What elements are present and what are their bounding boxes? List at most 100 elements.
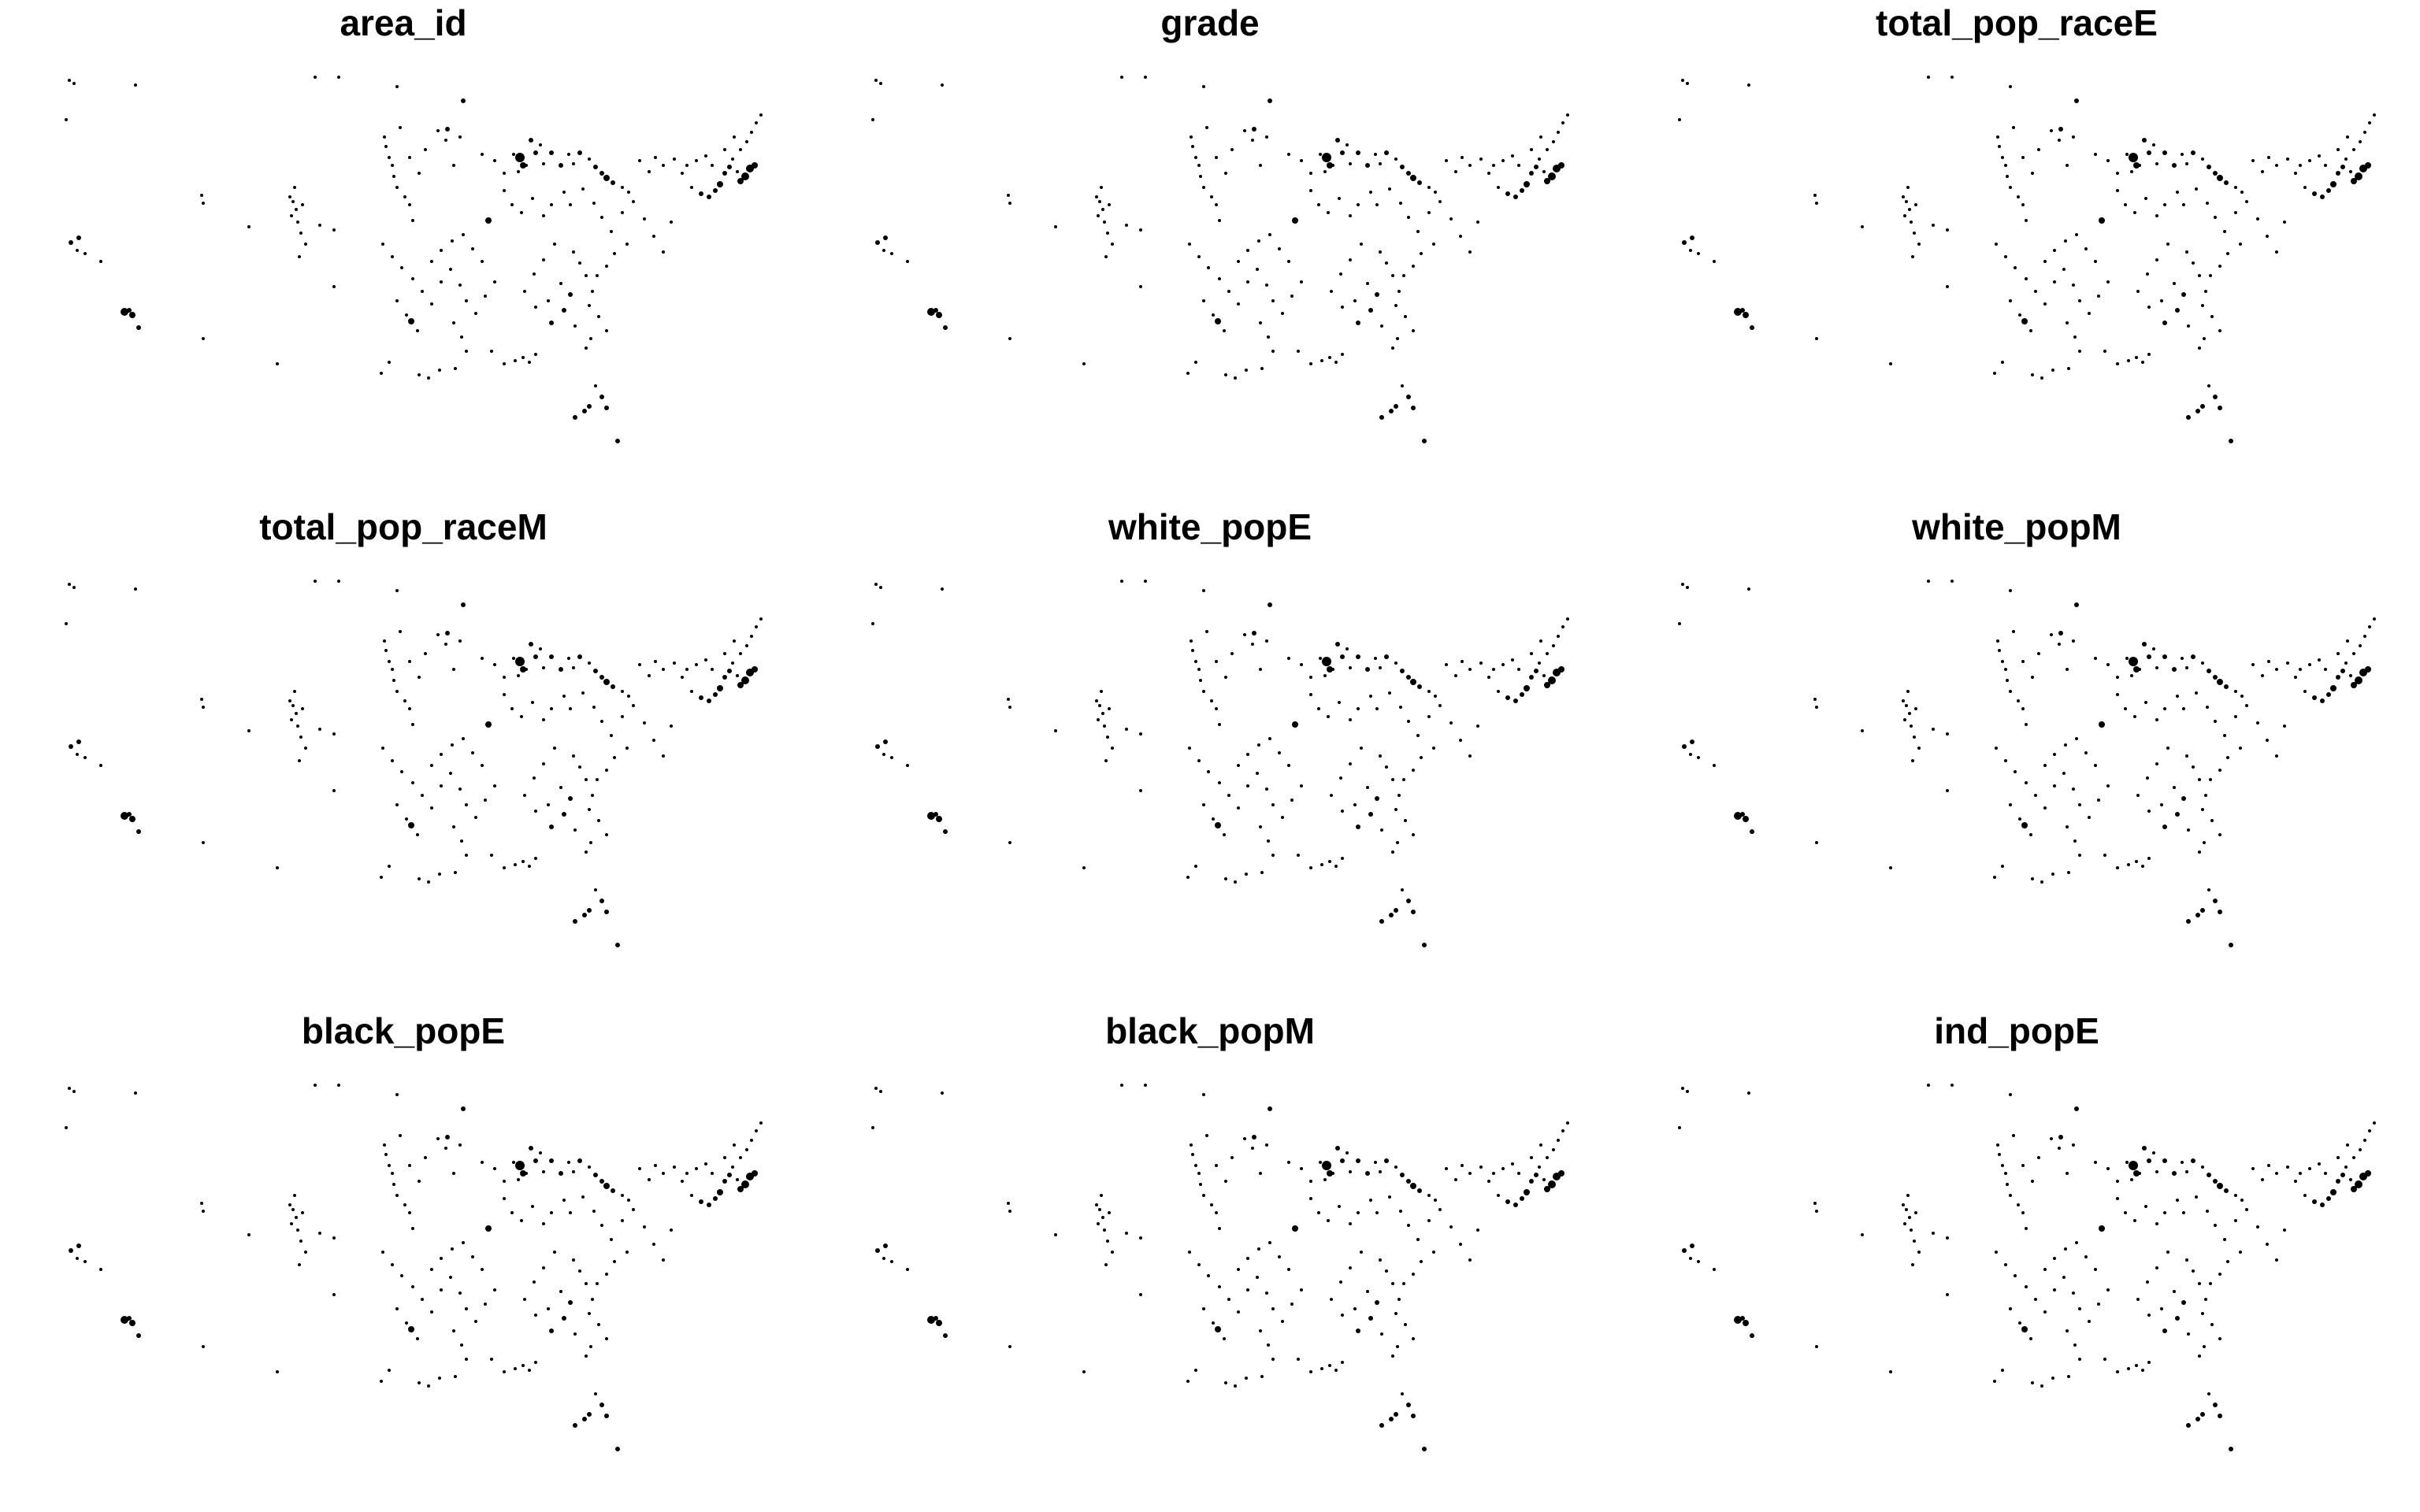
map-point xyxy=(2234,211,2237,214)
map-point xyxy=(652,739,655,742)
map-point xyxy=(1290,799,1294,802)
map-point xyxy=(529,138,533,143)
map-point xyxy=(288,1203,291,1206)
map-point xyxy=(2294,172,2297,175)
map-point xyxy=(2094,1268,2097,1271)
map-point xyxy=(1946,228,1949,232)
map-point xyxy=(460,839,463,843)
map-point xyxy=(2256,721,2259,724)
map-point xyxy=(2245,200,2248,203)
map-point xyxy=(399,630,402,633)
map-point xyxy=(1319,1161,1322,1164)
point-map xyxy=(871,1084,1569,1451)
map-point xyxy=(2103,854,2106,857)
map-point xyxy=(1360,1251,1363,1254)
map-point xyxy=(1197,759,1201,762)
map-point xyxy=(1290,295,1294,298)
map-point xyxy=(1246,1257,1249,1260)
map-point xyxy=(421,794,424,797)
map-point xyxy=(1260,871,1264,874)
map-point xyxy=(1327,1170,1333,1177)
map-point xyxy=(2146,1280,2149,1284)
map-point xyxy=(2266,739,2269,742)
map-point xyxy=(484,799,487,802)
map-point xyxy=(2191,1158,2195,1163)
map-point xyxy=(1397,290,1401,293)
map-point xyxy=(2213,1403,2218,1407)
map-point xyxy=(2009,186,2012,189)
map-point xyxy=(2037,652,2040,655)
map-point xyxy=(1505,191,1510,196)
map-point xyxy=(2275,164,2278,167)
map-point xyxy=(528,361,531,364)
map-point xyxy=(2136,290,2140,293)
map-point xyxy=(2040,376,2043,380)
map-point xyxy=(1237,806,1240,810)
map-point xyxy=(2094,1161,2097,1164)
map-point xyxy=(632,1208,635,1211)
map-point xyxy=(578,1269,581,1273)
map-point xyxy=(549,1329,554,1333)
map-point xyxy=(1265,1143,1268,1147)
map-point xyxy=(314,580,317,583)
map-point xyxy=(2144,1205,2147,1208)
map-point xyxy=(493,784,496,788)
map-point xyxy=(1197,1172,1201,1175)
map-point xyxy=(1375,1211,1379,1214)
map-point xyxy=(134,83,137,87)
map-point xyxy=(2034,290,2037,293)
map-point xyxy=(2144,197,2147,200)
map-point xyxy=(2058,139,2061,142)
map-point xyxy=(517,674,520,677)
map-point xyxy=(2303,186,2307,189)
map-point xyxy=(1353,299,1357,302)
map-point xyxy=(615,439,620,443)
map-point xyxy=(577,654,582,659)
map-point xyxy=(2152,1151,2155,1154)
map-point xyxy=(440,784,443,788)
map-point xyxy=(1224,676,1227,679)
map-point xyxy=(2058,643,2061,646)
map-point xyxy=(1327,211,1330,214)
map-point xyxy=(2133,1170,2140,1177)
map-point xyxy=(1353,1307,1357,1310)
map-point xyxy=(1268,602,1272,607)
map-point xyxy=(490,350,493,353)
map-point xyxy=(2021,822,2028,828)
map-point xyxy=(874,1087,878,1090)
map-point xyxy=(591,1298,594,1301)
map-point xyxy=(1338,1205,1341,1208)
map-point xyxy=(2181,153,2184,156)
map-point xyxy=(1546,1156,1549,1159)
map-point xyxy=(2166,1251,2169,1254)
map-point xyxy=(632,200,635,203)
map-point xyxy=(2094,764,2097,767)
map-point xyxy=(2066,825,2069,828)
map-point xyxy=(301,1211,304,1214)
map-point xyxy=(388,1164,391,1167)
map-point xyxy=(582,913,587,917)
map-point xyxy=(1218,219,1221,222)
map-point xyxy=(515,1161,525,1170)
map-point xyxy=(727,1173,732,1177)
map-point xyxy=(1246,280,1249,284)
map-point xyxy=(569,1211,572,1214)
map-point xyxy=(2186,919,2191,924)
map-point xyxy=(562,308,566,313)
map-point xyxy=(445,631,450,636)
map-point xyxy=(591,290,594,293)
map-point xyxy=(611,1188,615,1193)
map-point xyxy=(2368,121,2371,124)
map-point xyxy=(72,586,76,589)
map-point xyxy=(2363,131,2366,134)
map-point xyxy=(585,346,588,350)
map-point xyxy=(2351,178,2357,184)
map-point xyxy=(411,781,414,784)
map-point xyxy=(454,367,457,370)
map-point xyxy=(2217,175,2223,181)
map-point xyxy=(1681,1087,1684,1090)
map-point xyxy=(2206,202,2209,205)
map-point xyxy=(388,660,391,663)
map-point xyxy=(581,1195,585,1199)
map-point xyxy=(2094,657,2097,660)
